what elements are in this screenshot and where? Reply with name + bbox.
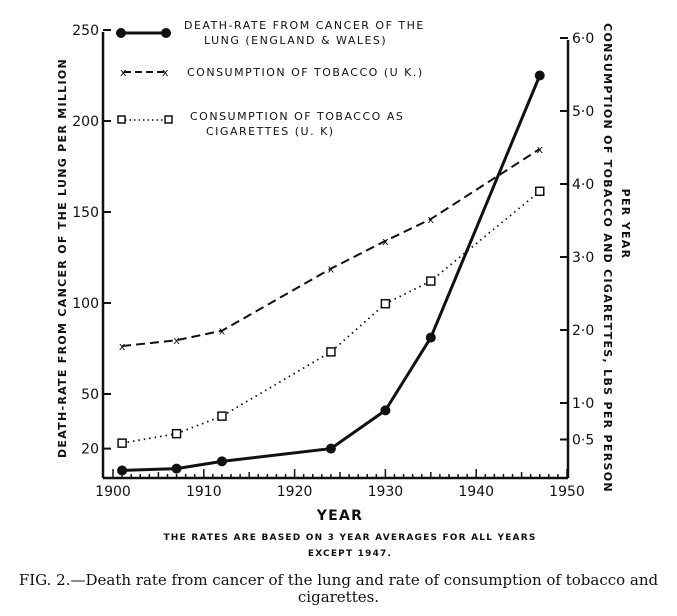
death-rate-point xyxy=(380,405,391,416)
y2-tick-label: 4·0 xyxy=(572,177,594,193)
legend-cigarettes-label-2: CIGARETTES (U. K) xyxy=(206,125,335,138)
cigarettes-point xyxy=(426,276,436,286)
chart-note: THE RATES ARE BASED ON 3 YEAR AVERAGES F… xyxy=(163,533,537,559)
tobacco-point: x xyxy=(219,325,226,338)
cigarettes-point xyxy=(326,347,336,357)
death-rate-point xyxy=(534,70,545,81)
series-tobacco-line xyxy=(121,148,541,348)
cigarettes-point xyxy=(380,298,391,309)
legend-death-rate-label: DEATH-RATE FROM CANCER OF THE xyxy=(184,19,425,32)
x-tick-label: 1930 xyxy=(368,484,404,500)
death-rate-point xyxy=(425,332,436,343)
death-rate-point xyxy=(117,465,128,476)
y-tick-label: 200 xyxy=(72,114,99,130)
y-tick-label: 50 xyxy=(81,387,99,403)
y-tick-label: 250 xyxy=(72,23,99,39)
y2-axis-label: CONSUMPTION OF TOBACCO AND CIGARETTES, L… xyxy=(601,23,614,493)
legend-tobacco-label: CONSUMPTION OF TOBACCO (U K.) xyxy=(187,66,424,79)
y2-tick-label: 0·5 xyxy=(572,433,594,449)
legend-tobacco-marker: x xyxy=(162,66,170,79)
tobacco-point: x xyxy=(119,340,126,353)
figure-caption: FIG. 2.—Death rate from cancer of the lu… xyxy=(18,571,659,606)
y2-tick-label: 1·0 xyxy=(572,396,594,412)
tobacco-point: x xyxy=(428,213,435,226)
tobacco-point: x xyxy=(173,334,180,347)
legend-cigarettes-marker xyxy=(117,115,126,124)
x-tick-label: 1940 xyxy=(458,484,494,500)
tobacco-point: x xyxy=(328,263,335,276)
y-tick-label: 100 xyxy=(72,296,99,312)
cigarettes-point xyxy=(171,428,182,439)
x-axis-label: YEAR xyxy=(316,508,364,524)
death-rate-point xyxy=(216,456,227,467)
x-tick-label: 1920 xyxy=(277,484,313,500)
y2-tick-label: 2·0 xyxy=(572,323,594,339)
legend-death-rate-dot xyxy=(116,28,126,38)
x-tick-label: 1950 xyxy=(549,484,585,500)
death-rate-point xyxy=(325,443,336,454)
legend-cigarettes-label: CONSUMPTION OF TOBACCO AS xyxy=(190,110,404,123)
y2-tick-label: 5·0 xyxy=(572,104,594,120)
legend-death-rate-dot xyxy=(161,28,171,38)
legend-tobacco-marker: x xyxy=(120,66,128,79)
y2-tick-label: 6·0 xyxy=(572,31,594,47)
x-tick-label: 1900 xyxy=(95,484,131,500)
legend-death-rate-label-2: LUNG (ENGLAND & WALES) xyxy=(204,34,387,47)
y2-axis-label-2: PER YEAR xyxy=(619,189,632,260)
cigarettes-point xyxy=(217,411,227,421)
legend-cigarettes-marker xyxy=(164,115,173,124)
cigarettes-point xyxy=(535,186,545,197)
tobacco-point: x xyxy=(537,143,544,156)
y-tick-label: 20 xyxy=(81,442,99,458)
death-rate-point xyxy=(171,463,182,474)
y2-tick-label: 3·0 xyxy=(572,250,594,266)
tobacco-point: x xyxy=(382,235,389,248)
cigarettes-point xyxy=(117,438,127,448)
y-tick-label: 150 xyxy=(72,205,99,221)
y-axis-label: DEATH-RATE FROM CANCER OF THE LUNG PER M… xyxy=(56,58,69,458)
x-tick-label: 1910 xyxy=(186,484,222,500)
